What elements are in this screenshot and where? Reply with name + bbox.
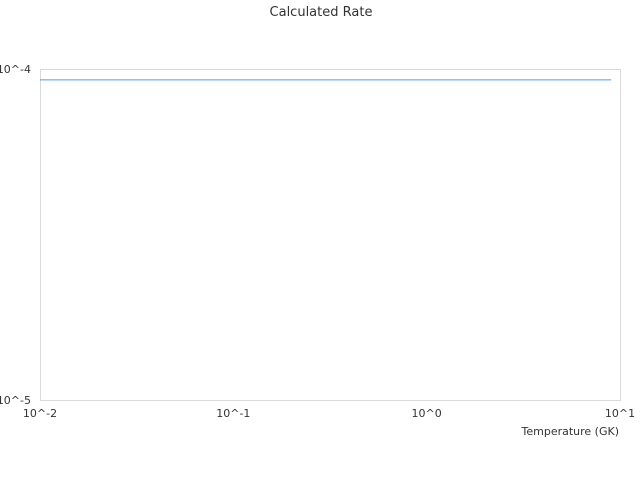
x-tick-label: 10^-2 (23, 407, 57, 420)
x-tick-label: 10^1 (605, 407, 635, 420)
x-axis-label: Temperature (GK) (521, 425, 620, 438)
chart-title: Calculated Rate (270, 5, 373, 20)
plot-area (40, 69, 621, 401)
y-tick-label: 10^-5 (0, 394, 31, 407)
x-tick-label: 10^0 (412, 407, 442, 420)
x-tick-label: 10^-1 (216, 407, 250, 420)
y-tick-label: 10^-4 (0, 63, 31, 76)
